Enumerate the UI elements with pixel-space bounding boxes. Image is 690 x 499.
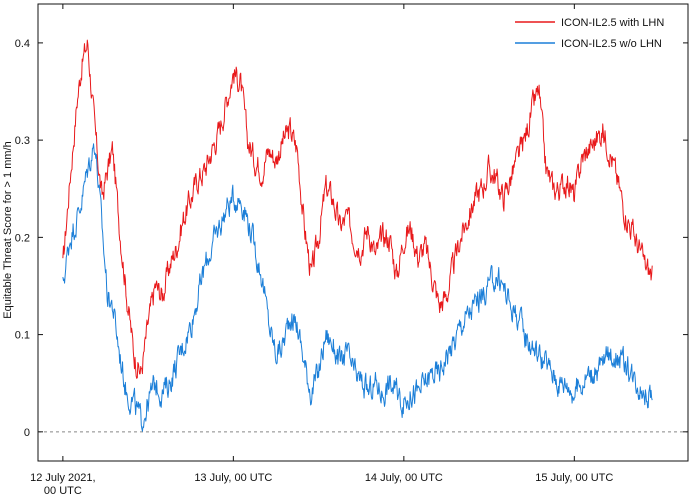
x-tick-label: 15 July, 00 UTC bbox=[535, 472, 613, 484]
legend-label: ICON-IL2.5 with LHN bbox=[561, 17, 664, 29]
y-tick-label: 0.3 bbox=[15, 135, 30, 147]
legend: ICON-IL2.5 with LHN ICON-IL2.5 w/o LHN bbox=[515, 17, 664, 50]
legend-label: ICON-IL2.5 w/o LHN bbox=[561, 38, 662, 50]
series-layer bbox=[62, 39, 653, 432]
axis-ticks: 0 0.1 0.2 0.3 0.4 12 July 2021, 00 UTC 13 July,… bbox=[15, 4, 688, 497]
y-tick-label: 0.4 bbox=[15, 38, 30, 50]
y-tick-label: 0 bbox=[24, 427, 30, 439]
x-tick-label: 12 July 2021, 00 UTC bbox=[30, 472, 95, 497]
x-tick-label: 14 July, 00 UTC bbox=[365, 472, 443, 484]
y-tick-label: 0.2 bbox=[15, 232, 30, 244]
plot-frame bbox=[37, 3, 689, 462]
x-tick-label: 13 July, 00 UTC bbox=[194, 472, 272, 484]
y-axis-label: Equitable Threat Score for > 1 mm/h bbox=[2, 141, 14, 318]
series-line-with-lhn bbox=[62, 39, 653, 379]
y-tick-label: 0.1 bbox=[15, 330, 30, 342]
series-line-without-lhn bbox=[62, 143, 653, 432]
